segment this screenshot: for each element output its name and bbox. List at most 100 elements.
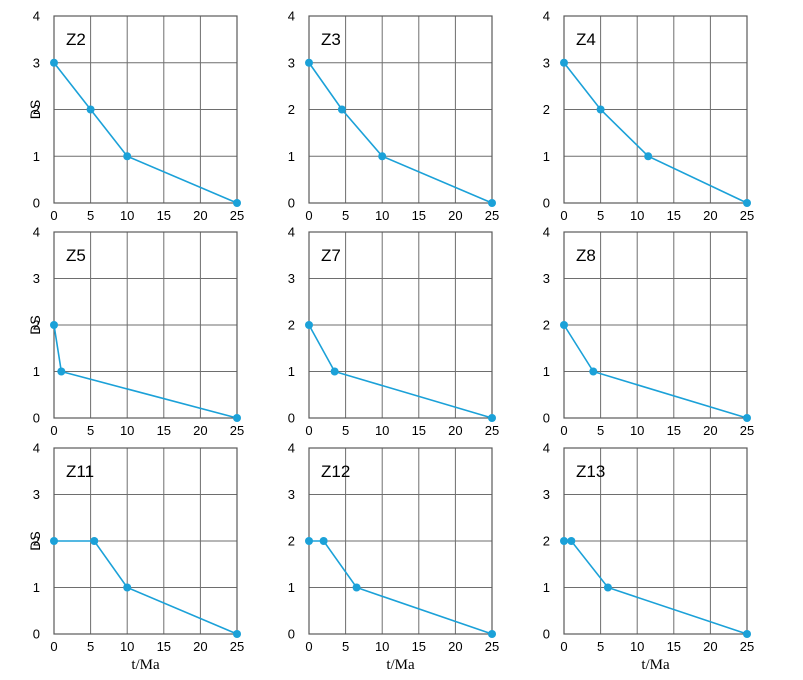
x-tick-label: 20 [193,639,207,654]
y-tick-label: 1 [288,580,295,595]
data-point [488,630,496,638]
y-tick-label: 1 [543,580,550,595]
x-tick-label: 10 [120,208,134,223]
x-tick-label: 20 [703,208,717,223]
y-tick-label: 4 [288,9,295,24]
series-line [563,62,748,204]
panel-label: Z5 [66,246,86,265]
y-tick-label: 2 [543,318,550,333]
x-tick-label: 10 [120,423,134,438]
x-tick-label: 20 [193,423,207,438]
series-line [309,540,493,635]
chart-panel-1: 0 1 2 3 4 0 5 10 15 20 25 Z3 [288,9,499,224]
x-tick-label: 20 [703,423,717,438]
panel-label: Z13 [576,462,605,481]
x-tick-label: 0 [560,639,567,654]
data-point [589,367,598,376]
x-tick-label: 5 [597,639,604,654]
y-tick-label: 4 [543,9,550,24]
y-tick-label: 3 [288,271,295,286]
x-tick-label: 10 [375,208,389,223]
x-tick-label: 0 [560,423,567,438]
y-tick-label: 2 [543,534,550,549]
x-tick-label: 0 [305,639,312,654]
x-tick-label: 10 [630,423,644,438]
data-point [123,152,132,161]
x-tick-label: 5 [342,423,349,438]
x-tick-label: 20 [193,208,207,223]
y-tick-label: 2 [33,318,40,333]
chart-panel-2: 0 1 2 3 4 0 5 10 15 20 25 Z4 [543,9,754,224]
x-tick-label: 25 [230,639,244,654]
series-line [53,62,238,204]
chart-panel-3: 0 1 2 3 4 0 5 10 15 20 25 Z5 DS [27,225,244,439]
x-tick-label: 15 [667,423,681,438]
data-point [743,414,751,422]
series-line [54,540,238,635]
y-tick-label: 2 [543,102,550,117]
y-tick-label: 0 [33,411,40,426]
data-point [123,583,132,592]
data-point [743,630,751,638]
x-tick-label: 15 [412,208,426,223]
data-point [305,321,313,329]
data-point [560,537,568,545]
panel-label: Z12 [321,462,350,481]
y-tick-label: 1 [33,580,40,595]
x-tick-label: 0 [50,208,57,223]
y-tick-label: 3 [288,487,295,502]
y-tick-label: 0 [288,411,295,426]
data-point [337,105,346,114]
data-point [233,630,241,638]
y-tick-label: 3 [543,487,550,502]
chart-panel-6: 0 1 2 3 4 0 5 10 15 20 25 Z11 DS t/Ma [27,441,244,674]
y-tick-label: 0 [543,411,550,426]
x-tick-label: 5 [597,208,604,223]
data-point [86,105,95,114]
y-tick-label: 2 [288,534,295,549]
data-point [560,58,568,67]
data-point [743,199,751,207]
x-tick-label: 10 [120,639,134,654]
x-tick-label: 20 [703,639,717,654]
plot-frame [563,15,748,204]
y-tick-label: 3 [543,55,550,70]
y-tick-label: 3 [33,487,40,502]
data-point [50,321,58,329]
series-line [308,62,493,204]
y-tick-label: 3 [288,55,295,70]
x-axis-label: t/Ma [386,657,415,673]
y-tick-label: 1 [288,149,295,164]
y-tick-label: 4 [543,225,550,240]
data-point [50,537,58,545]
x-tick-label: 15 [412,639,426,654]
y-axis-label: DS [27,531,43,550]
x-tick-label: 25 [485,639,499,654]
y-tick-label: 3 [33,55,40,70]
chart-panel-8: 0 1 2 3 4 0 5 10 15 20 25 Z13 t/Ma [543,441,754,674]
panel-label: Z11 [66,462,94,481]
x-tick-label: 5 [342,639,349,654]
y-tick-label: 4 [543,441,550,456]
y-axis-label: DS [27,315,43,334]
x-tick-label: 0 [50,639,57,654]
x-tick-label: 15 [157,423,171,438]
panel-label: Z2 [66,30,86,49]
x-tick-label: 20 [448,639,462,654]
x-tick-label: 0 [305,208,312,223]
y-tick-label: 1 [288,364,295,379]
x-tick-label: 5 [87,639,94,654]
data-point [57,367,66,376]
x-tick-label: 10 [630,208,644,223]
x-tick-label: 25 [740,423,754,438]
y-tick-label: 3 [543,271,550,286]
y-tick-label: 4 [33,9,40,24]
x-tick-label: 25 [485,423,499,438]
x-tick-label: 10 [630,639,644,654]
y-tick-label: 1 [33,364,40,379]
y-tick-label: 2 [33,534,40,549]
x-tick-label: 5 [597,423,604,438]
x-tick-label: 0 [50,423,57,438]
x-tick-label: 25 [230,423,244,438]
